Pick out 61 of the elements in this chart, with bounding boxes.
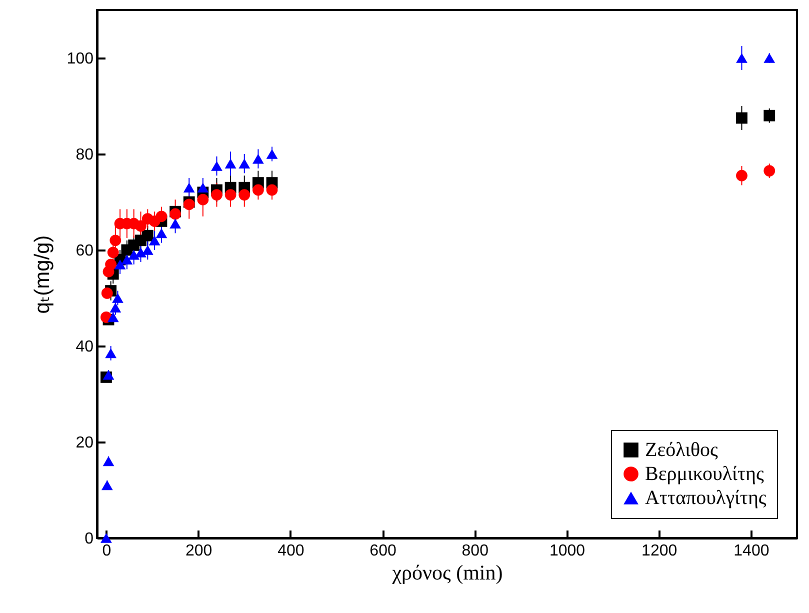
point — [736, 112, 748, 124]
point — [101, 288, 113, 299]
point — [238, 158, 250, 169]
x-tick-label: 1200 — [642, 542, 678, 560]
point — [266, 149, 278, 159]
point — [764, 110, 776, 122]
point — [102, 370, 114, 380]
point — [105, 348, 117, 358]
legend-label: Βερμικουλίτης — [645, 463, 764, 485]
point — [142, 230, 154, 242]
point — [197, 182, 209, 193]
point — [238, 189, 250, 200]
y-tick-label: 100 — [66, 50, 94, 68]
point — [170, 208, 181, 220]
point — [101, 480, 113, 490]
point — [252, 184, 264, 196]
x-tick-label: 600 — [370, 542, 396, 560]
point — [224, 158, 236, 169]
point — [224, 189, 236, 200]
legend-label: Ζεόλιθος — [645, 439, 718, 461]
point — [211, 189, 222, 200]
point — [148, 235, 160, 246]
point — [764, 165, 776, 176]
point — [252, 154, 264, 164]
point — [107, 312, 119, 322]
y-tick-label: 0 — [84, 530, 94, 548]
point — [183, 198, 195, 210]
point — [112, 293, 124, 303]
x-axis-title: χρόνος (min) — [391, 560, 503, 584]
point — [736, 53, 748, 63]
x-tick-label: 200 — [185, 542, 212, 560]
point — [105, 258, 117, 270]
point — [156, 210, 168, 222]
y-axis-title: qₜ(mg/g) — [30, 235, 54, 314]
point — [107, 246, 119, 258]
point — [211, 161, 222, 171]
point — [156, 228, 168, 238]
x-tick-label: 1000 — [549, 542, 586, 560]
y-tick-label: 60 — [76, 242, 94, 260]
point — [110, 234, 122, 246]
point — [114, 259, 126, 270]
point — [102, 456, 114, 466]
point — [135, 247, 146, 258]
point — [183, 182, 195, 193]
point — [266, 184, 278, 196]
y-tick-label: 80 — [76, 146, 94, 164]
point — [170, 218, 181, 229]
point — [110, 302, 122, 313]
point — [121, 254, 133, 265]
legend-label: Ατταπουλγίτης — [645, 487, 766, 509]
y-tick-label: 20 — [76, 434, 94, 452]
y-tick-label: 40 — [76, 338, 94, 356]
x-tick-label: 800 — [462, 542, 489, 560]
point — [100, 533, 112, 543]
point — [135, 220, 146, 232]
x-tick-label: 1400 — [734, 542, 770, 560]
x-tick-label: 0 — [102, 542, 112, 560]
x-tick-label: 400 — [278, 542, 304, 560]
point — [197, 194, 209, 206]
point — [764, 53, 776, 63]
point — [736, 170, 748, 182]
